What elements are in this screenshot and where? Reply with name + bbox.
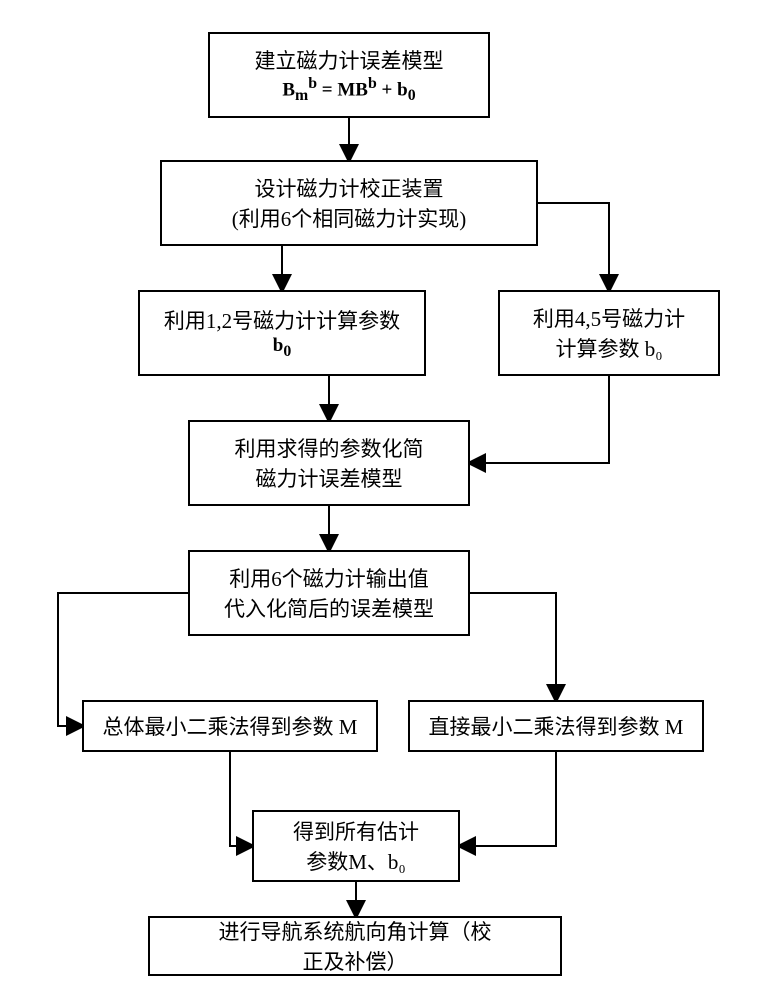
node-text: 参数M、b₀ (306, 846, 406, 876)
flowchart-node-b6: 利用6个磁力计输出值代入化简后的误差模型 (188, 550, 470, 636)
node-text: 建立磁力计误差模型 (255, 45, 444, 75)
node-text: 得到所有估计 (293, 816, 419, 846)
node-text: 设计磁力计校正装置 (255, 173, 444, 203)
node-formula: b0 (273, 335, 292, 361)
flowchart-node-b1: 建立磁力计误差模型Bmb = MBb + b0 (208, 32, 490, 118)
flowchart-node-b4: 利用4,5号磁力计计算参数 b₀ (498, 290, 720, 376)
node-text: 磁力计误差模型 (256, 463, 403, 493)
node-text: 正及补偿） (303, 946, 408, 976)
node-text: 利用6个磁力计输出值 (229, 563, 429, 593)
node-text: 计算参数 b₀ (555, 333, 662, 363)
node-text: 代入化简后的误差模型 (224, 593, 434, 623)
flowchart-node-b10: 进行导航系统航向角计算（校正及补偿） (148, 916, 562, 976)
node-text: 利用4,5号磁力计 (533, 303, 685, 333)
node-text: 直接最小二乘法得到参数 M (429, 711, 684, 741)
node-text: 进行导航系统航向角计算（校 (219, 916, 492, 946)
flowchart-node-b5: 利用求得的参数化简磁力计误差模型 (188, 420, 470, 506)
node-text: 总体最小二乘法得到参数 M (103, 711, 358, 741)
flowchart-node-b7: 总体最小二乘法得到参数 M (82, 700, 378, 752)
node-text: 利用1,2号磁力计计算参数 (164, 305, 400, 335)
flowchart-node-b8: 直接最小二乘法得到参数 M (408, 700, 704, 752)
flowchart-canvas: 建立磁力计误差模型Bmb = MBb + b0 设计磁力计校正装置(利用6个相同磁… (0, 0, 767, 1000)
flowchart-node-b2: 设计磁力计校正装置(利用6个相同磁力计实现) (160, 160, 538, 246)
node-text: (利用6个相同磁力计实现) (232, 203, 467, 233)
node-text: 利用求得的参数化简 (235, 433, 424, 463)
flowchart-node-b9: 得到所有估计参数M、b₀ (252, 810, 460, 882)
node-formula: Bmb = MBb + b0 (282, 75, 415, 105)
flowchart-node-b3: 利用1,2号磁力计计算参数b0 (138, 290, 426, 376)
